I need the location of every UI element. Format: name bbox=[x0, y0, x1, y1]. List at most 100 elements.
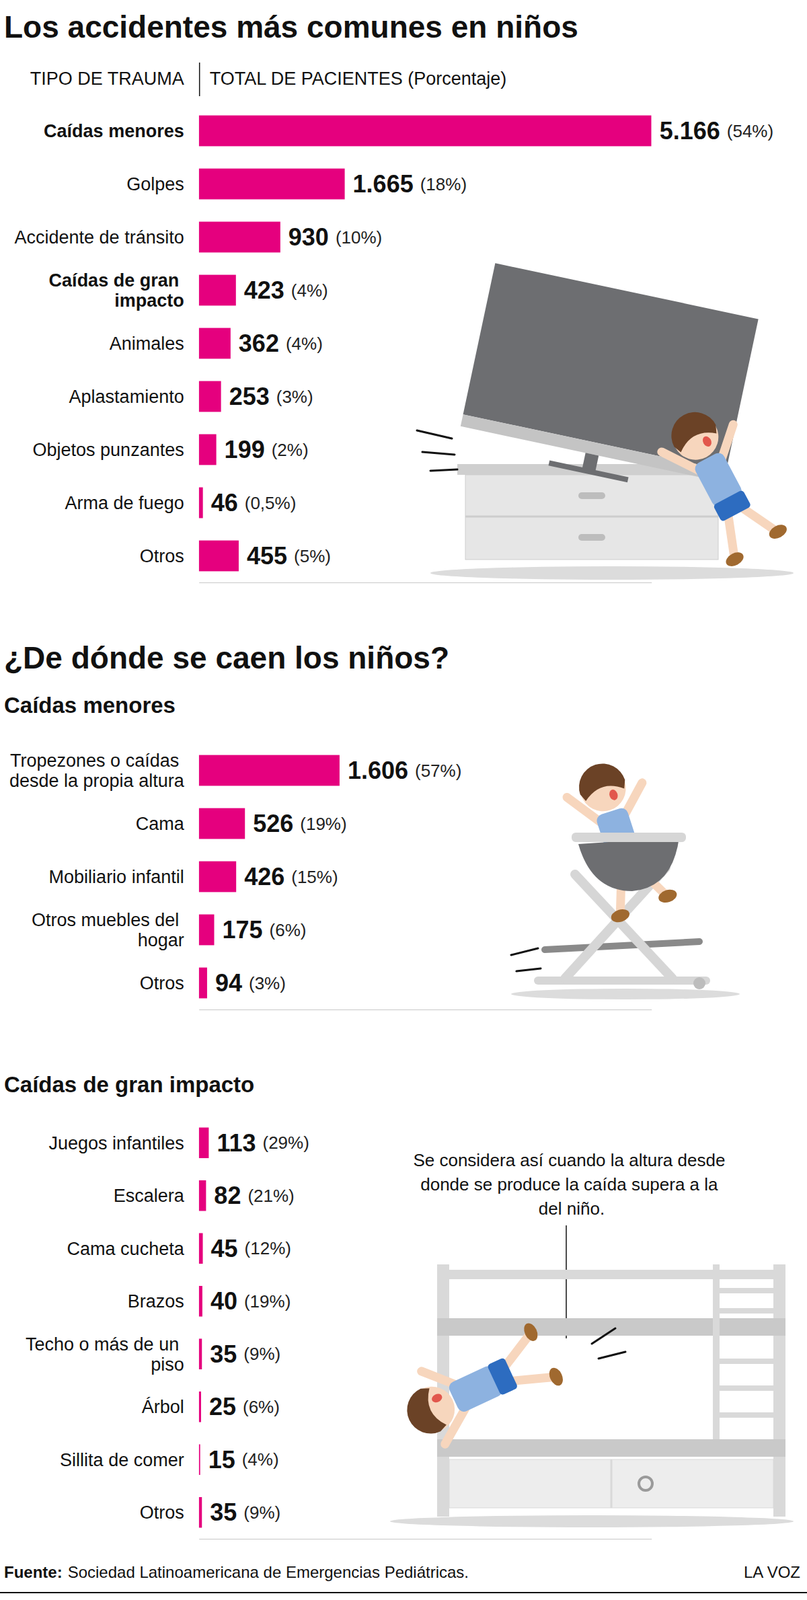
bar bbox=[199, 168, 345, 200]
y-tick: Otros bbox=[139, 546, 185, 567]
category-label: Otros bbox=[139, 546, 185, 567]
y-tick: Caídas menores bbox=[43, 121, 185, 142]
value-label: 94 bbox=[215, 969, 243, 997]
category-label-line: Aplastamiento bbox=[69, 386, 185, 407]
category-label-line: impacto bbox=[114, 290, 185, 311]
bed-post bbox=[773, 1264, 786, 1517]
category-label: Otros bbox=[139, 1502, 185, 1523]
percent-label: (6%) bbox=[242, 1396, 280, 1417]
value-label: 175 bbox=[221, 915, 263, 944]
value-label: 423 bbox=[244, 276, 285, 304]
kid-mouth bbox=[700, 434, 713, 448]
category-label: Tropezones o caídas desde la propia altu… bbox=[9, 750, 185, 791]
chart-panel: Los accidentes más comunes en niñosTIPO … bbox=[4, 9, 774, 584]
motion-line bbox=[416, 430, 452, 439]
bars bbox=[199, 1127, 210, 1528]
percent-label: (15%) bbox=[291, 866, 338, 888]
dresser-knob bbox=[578, 533, 606, 541]
percent-label: (18%) bbox=[420, 174, 467, 195]
y-axis: Caídas menoresGolpesAccidente de tránsit… bbox=[14, 121, 185, 567]
percent-label: (3%) bbox=[248, 973, 286, 994]
footer: Fuente:Sociedad Latinoamericana de Emerg… bbox=[0, 1562, 807, 1593]
category-label: Juegos infantiles bbox=[49, 1133, 185, 1154]
dresser-drawer bbox=[465, 515, 719, 518]
data-labels: 5.166(54%)1.665(18%)930(10%)423(4%)362(4… bbox=[211, 117, 774, 570]
value-label: 426 bbox=[244, 862, 285, 891]
dresser bbox=[465, 474, 719, 560]
percent-label: (9%) bbox=[243, 1343, 281, 1364]
y-tick: Aplastamiento bbox=[69, 386, 185, 407]
category-label-line: Árbol bbox=[141, 1396, 185, 1417]
source-label: Fuente: bbox=[4, 1562, 63, 1582]
y-tick: Otros muebles del hogar bbox=[31, 909, 185, 951]
value-label: 1.606 bbox=[347, 756, 409, 785]
kid-limb bbox=[716, 515, 746, 556]
percent-label: (4%) bbox=[285, 333, 323, 354]
percent-label: (21%) bbox=[247, 1185, 294, 1206]
bar bbox=[199, 1180, 207, 1212]
chair-wheel bbox=[693, 977, 706, 990]
percent-label: (10%) bbox=[335, 227, 382, 248]
annotation-line: donde se produce la caída supera a la bbox=[420, 1174, 723, 1195]
bar bbox=[199, 1391, 202, 1423]
y-tick: Juegos infantiles bbox=[49, 1133, 185, 1154]
value-label: 35 bbox=[209, 1498, 237, 1526]
kid-hair bbox=[572, 757, 628, 802]
chart-title: Caídas de gran impacto bbox=[4, 1071, 255, 1097]
bar bbox=[199, 1285, 203, 1317]
percent-label: (6%) bbox=[269, 919, 307, 941]
y-axis: Juegos infantilesEscaleraCama cuchetaBra… bbox=[25, 1133, 185, 1524]
percent-label: (2%) bbox=[271, 439, 309, 460]
bar bbox=[199, 381, 222, 413]
motion-line bbox=[422, 451, 455, 455]
y-tick: Mobiliario infantil bbox=[49, 866, 185, 888]
percent-label: (3%) bbox=[276, 386, 314, 407]
bar bbox=[199, 861, 237, 893]
category-label-line: Caídas de gran bbox=[49, 270, 185, 291]
motion-line bbox=[511, 948, 538, 955]
y-tick: Techo o más de un piso bbox=[25, 1334, 185, 1375]
category-label: Escalera bbox=[113, 1185, 185, 1206]
y-tick: Tropezones o caídas desde la propia altu… bbox=[9, 750, 185, 791]
infographic: Los accidentes más comunes en niñosTIPO … bbox=[0, 0, 807, 1600]
kid-limb bbox=[511, 1365, 552, 1394]
annotation-line: Se considera así cuando la altura desde bbox=[412, 1149, 730, 1171]
y-tick: Escalera bbox=[113, 1185, 185, 1206]
percent-label: (57%) bbox=[414, 760, 462, 781]
motion-line bbox=[591, 1328, 616, 1344]
y-tick: Caídas de gran impacto bbox=[49, 270, 185, 311]
kid-mouth bbox=[430, 1392, 444, 1405]
category-label: Otros muebles del hogar bbox=[31, 909, 185, 951]
kid-hair bbox=[399, 1385, 448, 1442]
annotation-line: del niño. bbox=[538, 1198, 605, 1219]
bed-drawer-split bbox=[610, 1459, 613, 1508]
value-label: 526 bbox=[252, 809, 294, 838]
ladder-rung bbox=[719, 1308, 774, 1314]
percent-label: (4%) bbox=[291, 280, 329, 301]
y-tick: Objetos punzantes bbox=[32, 439, 185, 460]
kid-shoe bbox=[723, 549, 746, 569]
page: Los accidentes más comunes en niñosTIPO … bbox=[0, 0, 807, 1600]
category-label: Animales bbox=[109, 333, 185, 354]
ladder-rung bbox=[719, 1287, 774, 1294]
illustrations bbox=[390, 262, 794, 1528]
bunkbed-scene bbox=[390, 1264, 794, 1528]
kid-shoe bbox=[766, 521, 789, 542]
data-labels: 1.606(57%)526(19%)426(15%)175(6%)94(3%) bbox=[215, 756, 462, 997]
bar bbox=[199, 434, 217, 466]
category-label: Árbol bbox=[141, 1396, 185, 1417]
category-label: Techo o más de un piso bbox=[25, 1334, 185, 1375]
ladder-rung bbox=[719, 1358, 774, 1364]
x-axis-line bbox=[199, 1538, 652, 1540]
y-tick: Arma de fuego bbox=[65, 492, 185, 514]
bar bbox=[199, 115, 652, 147]
bar bbox=[199, 487, 204, 519]
bar bbox=[199, 540, 239, 572]
header-separator bbox=[199, 62, 201, 97]
kid-shorts bbox=[486, 1357, 519, 1396]
shadow bbox=[430, 566, 794, 580]
y-tick: Otros bbox=[139, 973, 185, 994]
bar bbox=[199, 914, 215, 946]
category-label: Mobiliario infantil bbox=[49, 866, 185, 888]
bar bbox=[199, 808, 246, 840]
